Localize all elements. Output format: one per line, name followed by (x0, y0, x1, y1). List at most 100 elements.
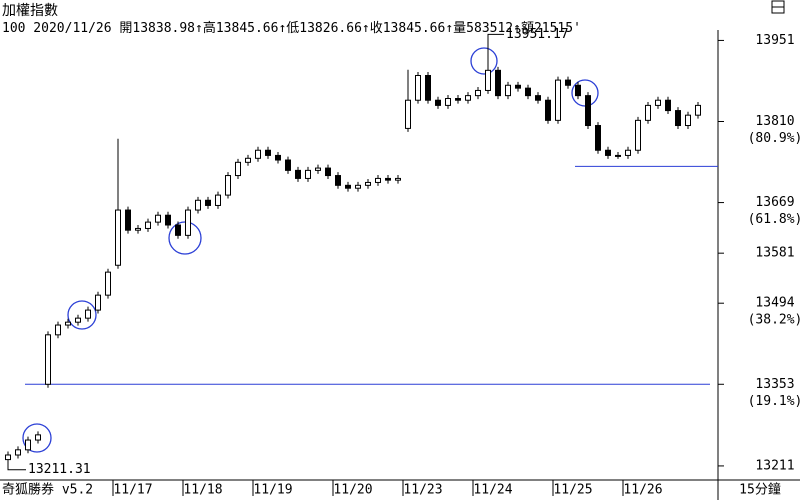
candle-body (275, 154, 281, 161)
x-tick-label: 11/24 (473, 483, 512, 498)
candle-body (595, 125, 601, 151)
candle-body (65, 321, 71, 326)
y-tick-label: 13669 (755, 195, 794, 210)
candle-body (695, 104, 701, 116)
fib-label: (61.8%) (748, 212, 800, 227)
candle-body (355, 184, 361, 189)
candle-body (465, 95, 471, 101)
candle-body (555, 79, 561, 121)
x-tick-label: 11/25 (553, 483, 592, 498)
candle-body (475, 89, 481, 97)
candle-body (25, 439, 31, 451)
candle-body (15, 449, 21, 456)
min-label: 13211.31 (28, 462, 91, 477)
x-tick-label: 11/18 (183, 483, 222, 498)
candle-body (5, 454, 11, 461)
highlight-circle (470, 47, 498, 75)
candle-body (665, 99, 671, 112)
candle-body (455, 98, 461, 101)
period: 15分鐘 (739, 482, 781, 498)
y-tick-label: 13581 (755, 246, 794, 261)
candle-body (125, 209, 131, 231)
candle-body (545, 99, 551, 121)
brand: 奇狐勝券 v5.2 (2, 482, 93, 498)
candle-body (385, 177, 391, 181)
title: 加權指數 (2, 3, 58, 19)
candle-body (315, 167, 321, 171)
highlight-circle (22, 423, 52, 453)
candle-body (425, 75, 431, 101)
candle-body (205, 199, 211, 206)
candle-body (285, 159, 291, 171)
candle-body (295, 169, 301, 179)
candle-body (635, 119, 641, 151)
candle-body (75, 317, 81, 323)
candle-body (195, 199, 201, 211)
fib-label: (19.1%) (748, 394, 800, 409)
candle-body (655, 99, 661, 106)
candle-body (415, 75, 421, 101)
y-tick-label: 13211 (755, 458, 794, 473)
candle-body (445, 98, 451, 106)
candle-body (365, 181, 371, 186)
candle-body (45, 334, 51, 385)
candle-body (515, 84, 521, 89)
max-label: 13951.17 (506, 27, 569, 42)
candle-body (235, 161, 241, 177)
candle-body (115, 209, 121, 266)
x-tick-label: 11/20 (333, 483, 372, 498)
candle-body (85, 309, 91, 319)
candle-body (345, 184, 351, 189)
candle-body (535, 95, 541, 101)
candle-body (335, 175, 341, 186)
candle-body (215, 194, 221, 206)
y-tick-label: 13494 (755, 296, 794, 311)
highlight-circle (67, 300, 97, 330)
candle-body (165, 214, 171, 226)
candle-body (435, 99, 441, 106)
candle-body (245, 157, 251, 163)
fib-label: (38.2%) (748, 313, 800, 328)
candle-body (225, 175, 231, 196)
candle-body (325, 167, 331, 177)
y-tick-label: 13810 (755, 114, 794, 129)
candle-body (55, 324, 61, 336)
candle-body (405, 99, 411, 129)
quote-info: 100 2020/11/26 開13838.98↑高13845.66↑低1382… (2, 21, 581, 36)
candle-body (645, 104, 651, 121)
candle-body (95, 294, 101, 311)
candle-body (565, 79, 571, 86)
candle-body (505, 84, 511, 97)
x-tick-label: 11/26 (623, 483, 662, 498)
candle-body (155, 214, 161, 223)
candle-body (485, 69, 491, 91)
candle-body (175, 224, 181, 236)
candle-body (135, 227, 141, 231)
candle-body (265, 149, 271, 156)
candle-body (495, 69, 501, 97)
min-pointer (7, 461, 26, 471)
y-tick-label: 13951 (755, 33, 794, 48)
candle-body (685, 114, 691, 127)
y-tick-label: 13353 (755, 377, 794, 392)
x-tick-label: 11/17 (113, 483, 152, 498)
candle-body (185, 209, 191, 236)
candle-body (615, 154, 621, 157)
candle-body (145, 221, 151, 229)
x-tick-label: 11/23 (403, 483, 442, 498)
x-tick-label: 11/19 (253, 483, 292, 498)
candle-body (585, 95, 591, 127)
candle-body (605, 149, 611, 156)
fib-label: (80.9%) (748, 131, 800, 146)
candle-body (525, 87, 531, 97)
candle-body (35, 434, 41, 441)
candle-body (675, 110, 681, 127)
candle-body (395, 177, 401, 181)
candle-body (105, 271, 111, 296)
candle-body (305, 169, 311, 179)
candle-body (255, 149, 261, 159)
candle-body (375, 177, 381, 183)
candle-body (575, 84, 581, 97)
